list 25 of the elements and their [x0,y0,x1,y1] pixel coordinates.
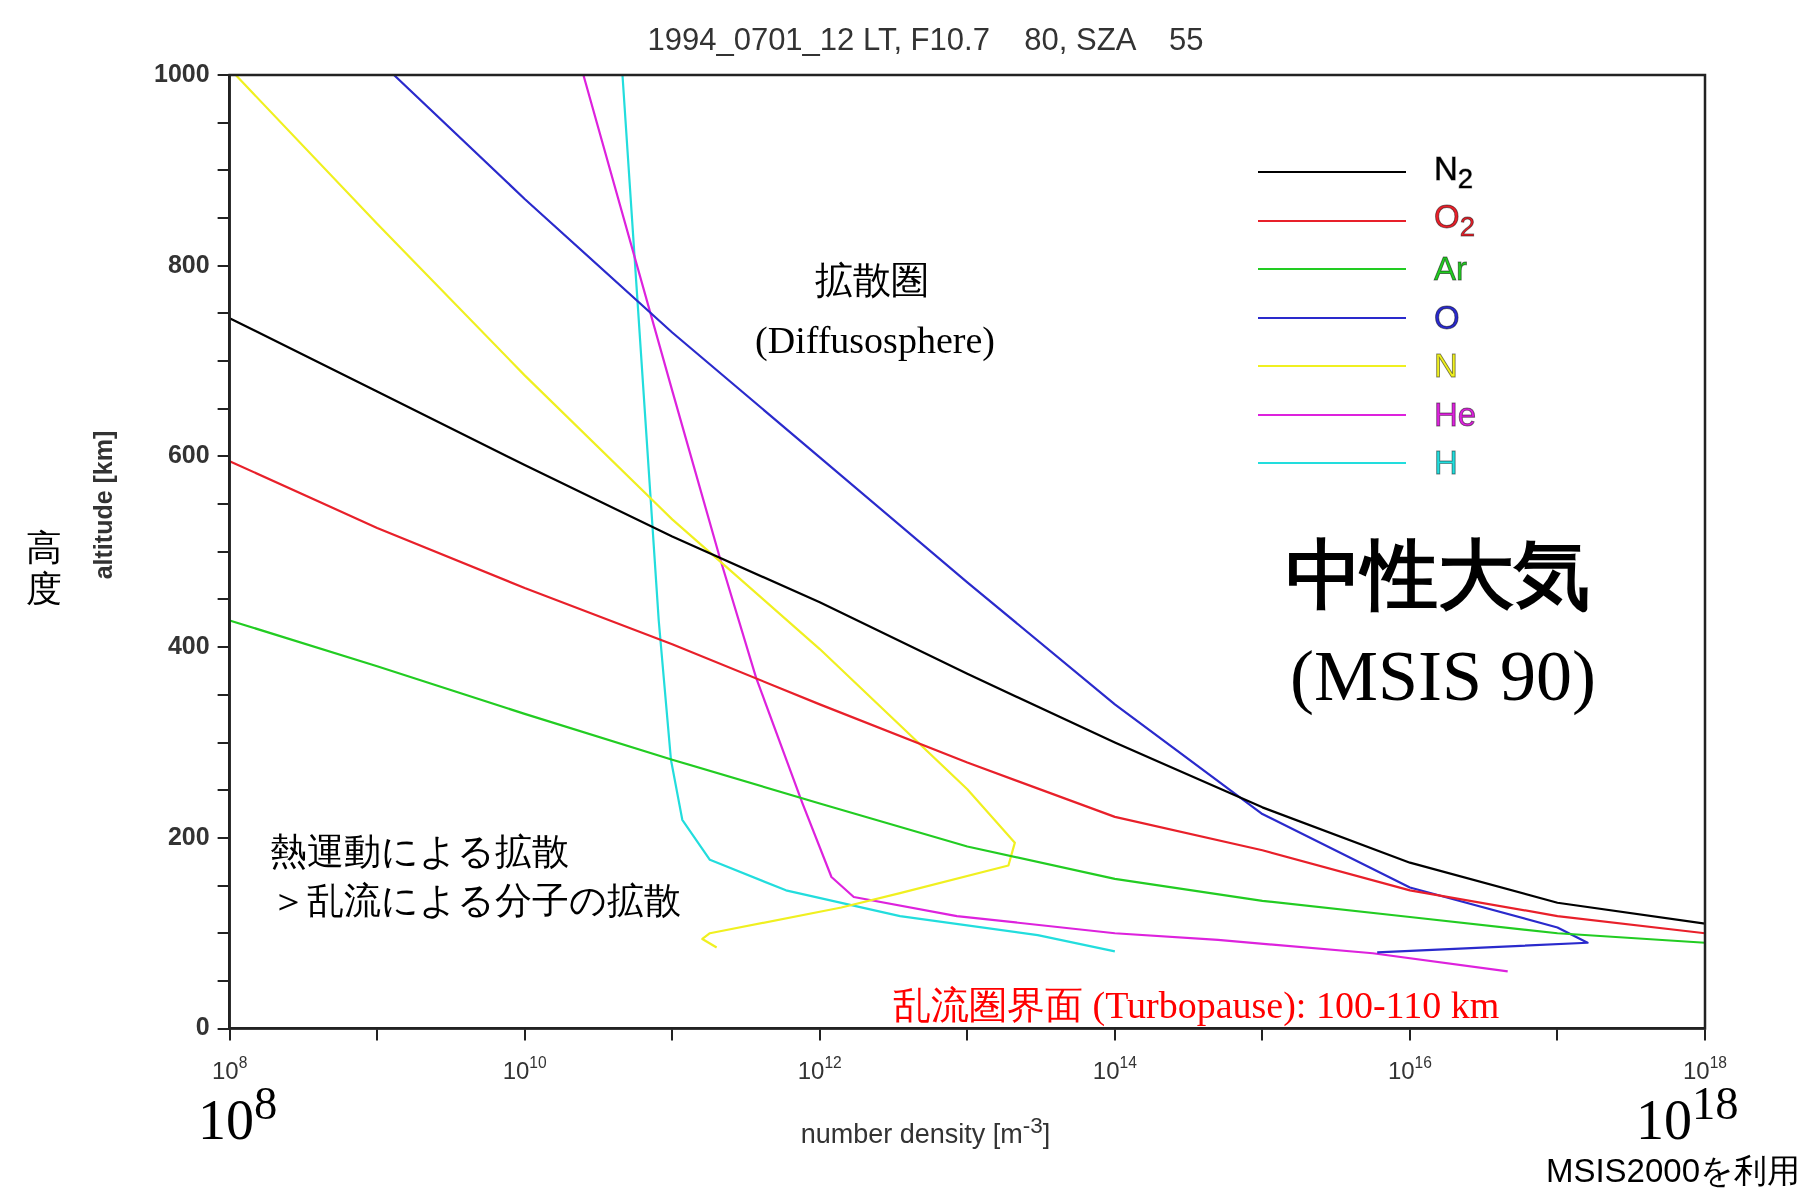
legend-label: H [1434,444,1458,483]
legend-label: Ar [1434,250,1467,289]
legend-label: He [1434,395,1477,434]
y-tick-label: 0 [195,1012,210,1041]
y-tick-label: 600 [167,440,210,469]
annotation: 熱運動による拡散 [270,830,569,874]
legend-label: N$_{2}$ [1434,149,1474,195]
y-axis-title: altitude [km] [88,430,118,580]
annotation: (MSIS 90) [1289,634,1597,718]
text: MSIS2000を利用 [1545,1151,1800,1189]
annotation: 中性大気 [1286,530,1590,619]
legend-label: N [1434,347,1458,386]
y-tick-label: 800 [167,249,210,278]
y-tick-label: 1000 [153,58,210,87]
annotation: ＞乱流による分子の拡散 [270,879,681,923]
chart-title: 1994_0701_12 LT, F10.7 80, SZA 55 [647,22,1204,58]
y-tick-label: 400 [167,631,210,660]
annotation: 拡散圏 [815,257,929,303]
x-axis-title: number density [m$^{-3}$] [800,1112,1051,1150]
text: 高度 [26,526,63,610]
legend-label: O [1434,298,1460,337]
y-tick-label: 200 [167,821,210,850]
annotation: 乱流圏界面 (Turbopause): 100-110 km [893,982,1500,1028]
legend-label: O$_{2}$ [1434,198,1475,244]
annotation: (Diffusosphere) [755,318,995,362]
